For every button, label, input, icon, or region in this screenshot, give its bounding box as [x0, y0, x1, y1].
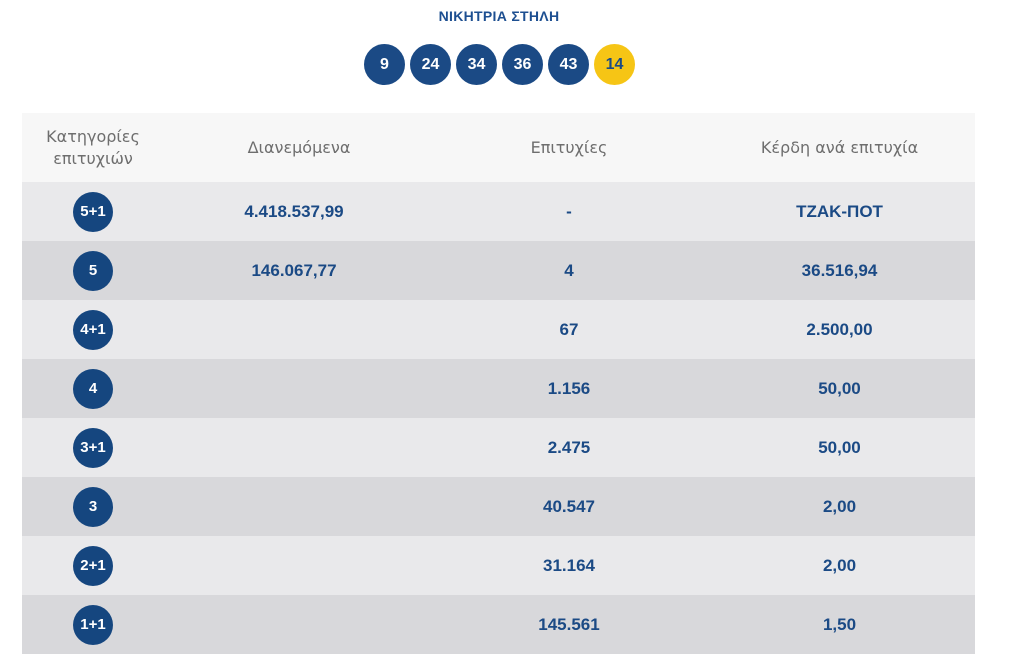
winning-number-ball: 43: [548, 44, 589, 85]
category-badge: 5+1: [73, 191, 113, 232]
category-badge: 4+1: [73, 309, 113, 350]
table-row: 3 40.547 2,00: [22, 477, 975, 536]
table-row: 3+1 2.475 50,00: [22, 418, 975, 477]
table-row: 4 1.156 50,00: [22, 359, 975, 418]
prize-value: 50,00: [818, 437, 861, 457]
winners-value: 1.156: [547, 378, 591, 398]
header-winners: Επιτυχίες: [530, 137, 608, 157]
bonus-number-ball: 14: [594, 44, 635, 85]
prize-table: Κατηγορίες επιτυχιών Διανεμόμενα Επιτυχί…: [22, 113, 975, 654]
table-row: 2+1 31.164 2,00: [22, 536, 975, 595]
winning-number-ball: 24: [410, 44, 451, 85]
header-distributed: Διανεμόμενα: [247, 137, 351, 157]
prize-value: 2.500,00: [806, 319, 873, 339]
prize-value: ΤΖΑΚ-ΠΟΤ: [796, 201, 883, 221]
winning-column-title: ΝΙΚΗΤΡΙΑ ΣΤΗΛΗ: [438, 8, 560, 24]
category-badge: 1+1: [73, 604, 113, 645]
table-row: 1+1 145.561 1,50: [22, 595, 975, 654]
prize-value: 2,00: [822, 555, 857, 575]
table-row: 5 146.067,77 4 36.516,94: [22, 241, 975, 300]
distributed-value: 146.067,77: [251, 260, 337, 280]
category-badge: 4: [73, 368, 113, 409]
winners-value: 40.547: [543, 496, 595, 516]
category-badge: 3+1: [73, 427, 113, 468]
winning-numbers: 9 24 34 36 43 14: [364, 44, 635, 85]
prize-value: 1,50: [822, 614, 857, 634]
winners-value: 67: [559, 319, 579, 339]
winners-value: 31.164: [543, 555, 595, 575]
winners-value: 2.475: [547, 437, 591, 457]
table-row: 5+1 4.418.537,99 - ΤΖΑΚ-ΠΟΤ: [22, 182, 975, 241]
winning-number-ball: 34: [456, 44, 497, 85]
category-badge: 3: [73, 486, 113, 527]
header-category: Κατηγορίες επιτυχιών: [46, 126, 140, 168]
winners-value: 4: [564, 260, 574, 280]
prize-value: 2,00: [822, 496, 857, 516]
header-prize: Κέρδη ανά επιτυχία: [760, 137, 919, 157]
winning-number-ball: 36: [502, 44, 543, 85]
table-header: Κατηγορίες επιτυχιών Διανεμόμενα Επιτυχί…: [22, 113, 975, 182]
winning-number-ball: 9: [364, 44, 405, 85]
winners-value: -: [566, 201, 572, 221]
prize-value: 36.516,94: [801, 260, 878, 280]
prize-value: 50,00: [818, 378, 861, 398]
distributed-value: 4.418.537,99: [244, 201, 344, 221]
table-row: 4+1 67 2.500,00: [22, 300, 975, 359]
category-badge: 2+1: [73, 545, 113, 586]
category-badge: 5: [73, 250, 113, 291]
winners-value: 145.561: [538, 614, 600, 634]
